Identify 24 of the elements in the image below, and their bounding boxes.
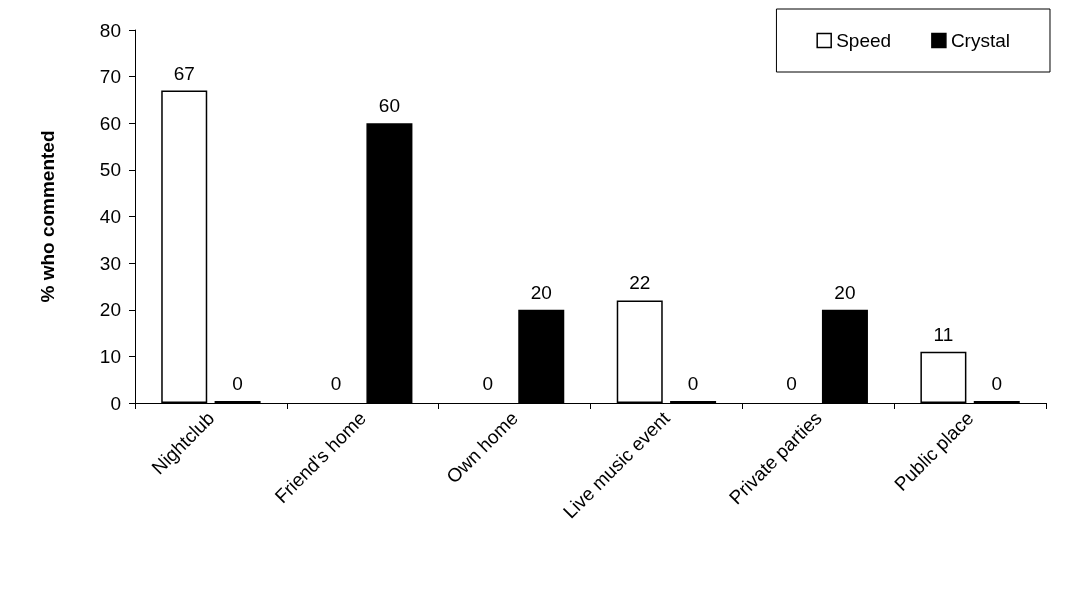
legend-label: Speed — [836, 30, 892, 51]
data-label: 60 — [378, 95, 400, 117]
y-tick-label: 20 — [99, 299, 121, 321]
y-tick-label: 40 — [99, 206, 121, 227]
y-tick-label: 80 — [99, 19, 121, 41]
y-tick-label: 30 — [99, 252, 121, 274]
y-tick-label: 0 — [110, 392, 121, 414]
data-label: 0 — [482, 373, 494, 394]
data-label: 22 — [629, 272, 651, 294]
data-label: 20 — [530, 281, 552, 303]
data-label: 0 — [991, 373, 1003, 394]
data-label: 0 — [232, 373, 243, 394]
legend-label: Crystal — [950, 30, 1011, 51]
y-tick-label: 70 — [99, 66, 121, 88]
data-label: 67 — [173, 62, 195, 84]
y-tick-label: 60 — [99, 112, 121, 134]
y-tick-label: 50 — [99, 159, 121, 181]
data-label: 20 — [834, 281, 856, 303]
data-label: 0 — [330, 373, 342, 394]
y-tick-label: 10 — [99, 345, 121, 367]
data-label: 11 — [933, 323, 954, 345]
y-axis-title: % who commented — [37, 130, 58, 303]
data-label: 0 — [786, 373, 797, 394]
data-label: 0 — [687, 373, 699, 394]
